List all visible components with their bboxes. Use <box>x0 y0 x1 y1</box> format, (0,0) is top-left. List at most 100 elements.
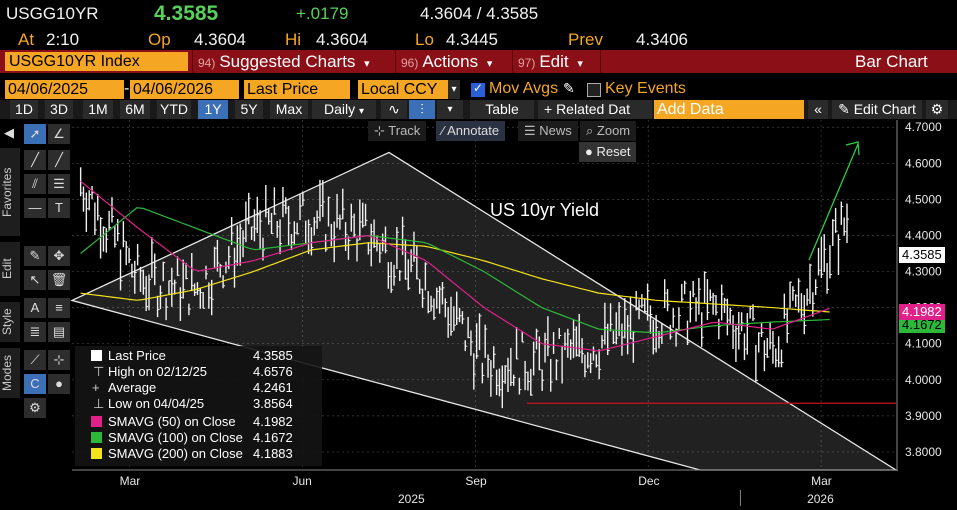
annotate-label: Annotate <box>447 123 500 138</box>
channel-icon[interactable]: ⫽ <box>24 174 46 194</box>
collapse-arrow-icon[interactable]: ◀ <box>4 125 14 140</box>
range-1y[interactable]: 1Y <box>198 100 228 119</box>
range-1d[interactable]: 1D <box>10 100 38 119</box>
line-weight-icon[interactable]: ≣ <box>24 322 46 342</box>
bid-ask: 4.3604 / 4.3585 <box>420 4 539 23</box>
mov-avgs-checkbox[interactable]: ✓ <box>471 81 485 97</box>
net-change: +.0179 <box>296 4 349 23</box>
legend-value: 4.6576 <box>253 364 293 379</box>
menu-divider <box>512 50 513 73</box>
edit-menu[interactable]: 97) Edit ▾ <box>518 52 583 72</box>
menu-label: Actions <box>422 52 479 71</box>
color-palette-icon[interactable]: ● <box>48 374 70 394</box>
fib-icon[interactable]: ☰ <box>48 174 70 194</box>
favorites-tab[interactable]: Favorites <box>0 148 20 236</box>
sma50-line <box>80 180 830 352</box>
edit-chart-label: Edit Chart <box>853 101 916 117</box>
price-bars <box>79 167 850 409</box>
pencil-icon: ✎ <box>838 101 850 117</box>
key-events-checkbox[interactable] <box>587 83 601 97</box>
range-ytd[interactable]: YTD <box>157 100 191 119</box>
low-value: 4.3445 <box>446 30 498 49</box>
range-6m[interactable]: 6M <box>120 100 150 119</box>
crosshair-icon[interactable]: ⟋ <box>24 350 46 370</box>
style-tab[interactable]: Style <box>0 302 20 342</box>
legend-swatch <box>91 416 102 427</box>
zoom-button[interactable]: ⌕ Zoom <box>580 121 637 141</box>
reset-button[interactable]: ● Reset <box>579 142 637 162</box>
last-price-tag: 4.3585 <box>899 247 945 263</box>
menu-bar: USGG10YR Index 94) Suggested Charts ▾ 96)… <box>0 50 957 73</box>
legend-swatch <box>91 350 102 361</box>
legend-value: 4.3585 <box>253 348 293 363</box>
track-label: Track <box>388 123 421 138</box>
date-from-field[interactable]: 04/06/2025 <box>5 80 124 99</box>
annotate-button[interactable]: ⁄ Annotate <box>436 121 506 141</box>
move-icon[interactable]: ✥ <box>48 246 70 266</box>
font-icon[interactable]: A <box>24 298 46 318</box>
trash-icon[interactable]: 🗑 <box>48 270 70 290</box>
legend-average: + Average 4.2461 <box>75 380 322 396</box>
zoom-label: Zoom <box>596 123 631 138</box>
drawing-tools: Favorites Edit Style Modes ◀ ➚ ∠ ╱ ╱ ⫽ ☰… <box>0 120 73 420</box>
add-data-input[interactable]: Add Data <box>654 100 804 119</box>
y-tick-label: 4.7000 <box>905 120 942 134</box>
y-axis: 4.70004.60004.50004.40004.30004.20004.10… <box>905 120 942 459</box>
line-chart-icon[interactable]: ∿ <box>381 100 407 119</box>
legend-value: 4.2461 <box>253 380 293 395</box>
range-1m[interactable]: 1M <box>83 100 113 119</box>
edit-chart-button[interactable]: ✎ Edit Chart <box>832 100 922 119</box>
modes-tab[interactable]: Modes <box>0 348 20 398</box>
legend-label: Last Price <box>108 348 166 363</box>
range-5y[interactable]: 5Y <box>235 100 263 119</box>
settings-icon[interactable]: ⚙ <box>24 398 46 418</box>
legend-label: High on 02/12/25 <box>108 364 208 379</box>
pencil-icon[interactable]: ✎ <box>563 80 575 96</box>
ray-line-icon[interactable]: ╱ <box>48 150 70 170</box>
currency-dropdown-icon[interactable]: ▾ <box>448 80 460 99</box>
pattern-icon[interactable]: ▤ <box>48 322 70 342</box>
actions-menu[interactable]: 96) Actions ▾ <box>401 52 492 72</box>
range-toolbar: 1D 3D 1M 6M YTD 1Y 5Y Max Daily ▾ ∿ ⫶ ▾ … <box>0 100 957 119</box>
x-axis: Mar Jun Sep Dec Mar 2025 2026 <box>120 474 834 506</box>
frequency-selector[interactable]: Daily ▾ <box>312 100 376 119</box>
legend-label: SMAVG (50) on Close <box>108 414 236 429</box>
draw-line-icon[interactable]: ∠ <box>48 124 70 144</box>
open-value: 4.3604 <box>194 30 246 49</box>
news-button[interactable]: ☰ News <box>518 121 578 141</box>
suggested-charts-menu[interactable]: 94) Suggested Charts ▾ <box>198 52 370 72</box>
trend-line-icon[interactable]: ╱ <box>24 150 46 170</box>
table-button[interactable]: Table <box>470 100 534 119</box>
legend-swatch <box>91 432 102 443</box>
date-separator: - <box>124 80 130 97</box>
prev-value: 4.3406 <box>636 30 688 49</box>
range-3d[interactable]: 3D <box>45 100 73 119</box>
security-field[interactable]: USGG10YR Index <box>5 52 188 71</box>
chart-style-dropdown-icon[interactable]: ▾ <box>437 100 463 119</box>
pen-icon[interactable]: ✎ <box>24 246 46 266</box>
field-selector[interactable]: Last Price <box>244 80 350 99</box>
chart-type-label[interactable]: Bar Chart <box>855 52 928 71</box>
date-to-field[interactable]: 04/06/2026 <box>130 80 239 99</box>
range-max[interactable]: Max <box>270 100 308 119</box>
track-button[interactable]: ⊹ Track <box>368 121 427 141</box>
chart-legend: Last Price 4.3585 ⊤ High on 02/12/25 4.6… <box>75 346 322 466</box>
cursor-icon[interactable]: ➚ <box>24 124 46 144</box>
edit-tab[interactable]: Edit <box>0 242 20 296</box>
select-icon[interactable]: ↖ <box>24 270 46 290</box>
chevron-down-icon: ▾ <box>486 58 493 70</box>
text-icon[interactable]: T <box>48 198 70 218</box>
collapse-icon[interactable]: « <box>808 100 828 119</box>
legend-label: Average <box>108 380 157 395</box>
currency-selector[interactable]: Local CCY <box>358 80 448 99</box>
gear-icon[interactable]: ⚙ <box>926 100 948 119</box>
high-label: Hi <box>285 30 302 49</box>
bar-chart-icon[interactable]: ⫶ <box>409 100 435 119</box>
snap-icon[interactable]: ⊹ <box>48 350 70 370</box>
x-tick-label: Mar <box>120 474 141 488</box>
line-style-icon[interactable]: ≡ <box>48 298 70 318</box>
average-marker-icon: + <box>92 380 100 395</box>
related-data-button[interactable]: + Related Dat <box>538 100 652 119</box>
horizontal-line-icon[interactable]: — <box>24 198 46 218</box>
magnet-icon[interactable]: C <box>24 374 46 394</box>
